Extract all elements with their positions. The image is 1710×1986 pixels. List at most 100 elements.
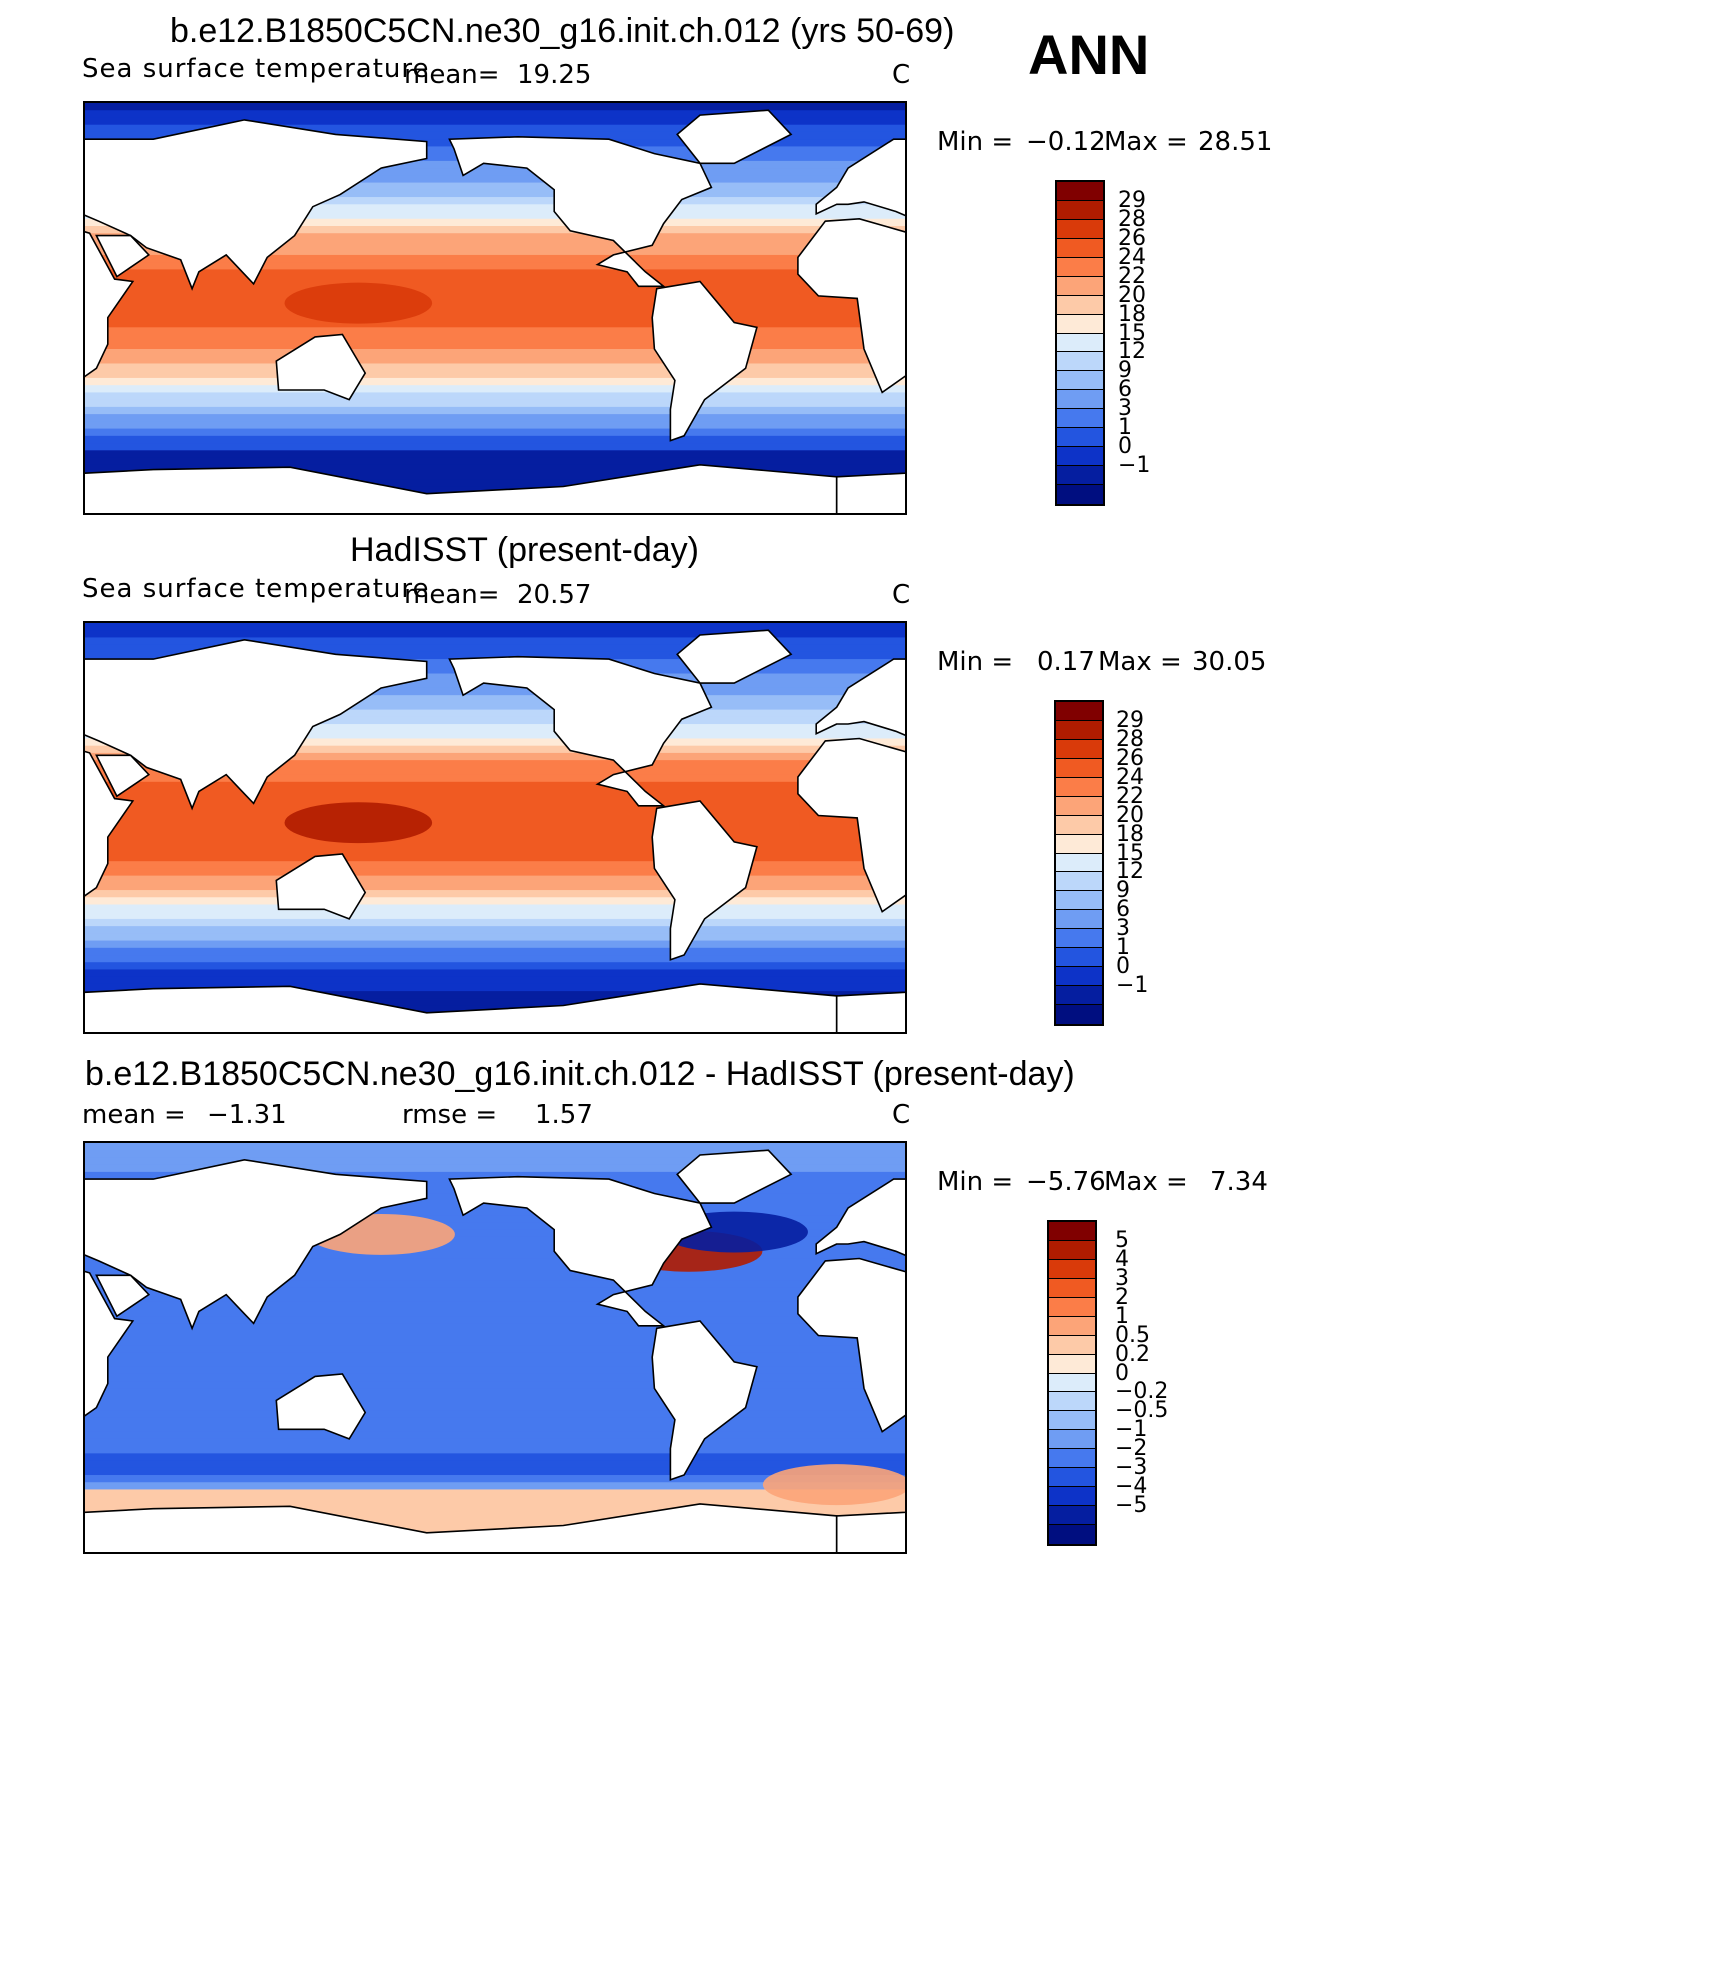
sst-band: [85, 1207, 905, 1216]
sst-band: [85, 1280, 905, 1288]
panel-3-rmse-value: 1.57: [535, 1100, 593, 1130]
sst-band: [85, 1431, 905, 1440]
panel-2-variable: Sea surface temperature: [82, 574, 430, 604]
continent: [676, 1149, 793, 1204]
colorbar-segment: [1049, 1316, 1095, 1336]
continent: [85, 750, 135, 897]
sst-band: [85, 182, 905, 191]
sst-band: [85, 464, 905, 473]
colorbar-segment: [1056, 1005, 1102, 1024]
sst-band: [85, 998, 905, 1007]
colorbar-tick-label: 18: [1118, 301, 1146, 327]
sst-band: [85, 392, 905, 401]
sst-band: [85, 385, 905, 393]
sst-band: [85, 233, 905, 241]
continent: [448, 655, 713, 807]
colorbar-tick-label: 24: [1116, 764, 1144, 790]
continent: [815, 658, 905, 736]
sst-band: [85, 312, 905, 321]
colorbar-segment: [1057, 182, 1103, 201]
sst-band: [85, 240, 905, 249]
colorbar-tick-label: −4: [1115, 1474, 1148, 1500]
sst-band: [85, 1381, 905, 1389]
sst-band: [85, 947, 905, 956]
sst-band: [85, 716, 905, 725]
colorbar-tick-label: 28: [1116, 726, 1144, 752]
sst-band: [85, 1482, 905, 1490]
sst-band: [85, 810, 905, 819]
colorbar-tick-label: 6: [1118, 377, 1132, 403]
panel-1-max-value: 28.51: [1198, 127, 1273, 157]
colorbar-segment: [1049, 1468, 1095, 1488]
colorbar-segment: [1056, 834, 1102, 854]
sst-band: [85, 226, 905, 234]
colorbar-segment: [1057, 409, 1103, 429]
colorbar-tick-label: 20: [1118, 282, 1146, 308]
sst-band: [85, 1309, 905, 1317]
sst-band: [85, 1345, 905, 1353]
sst-band: [85, 1417, 905, 1425]
colorbar-segment: [1056, 758, 1102, 778]
sst-band: [85, 1467, 905, 1476]
sst-map-svg: [85, 1143, 905, 1552]
colorbar-segment: [1049, 1411, 1095, 1431]
sst-feature: [284, 282, 433, 324]
colorbar-segment: [1056, 967, 1102, 987]
continent: [835, 472, 905, 513]
sst-band: [85, 955, 905, 963]
colorbar-segment: [1057, 371, 1103, 391]
panel-3-mean-label: mean =: [82, 1100, 186, 1130]
colorbar-segment: [1056, 796, 1102, 816]
sst-band: [85, 702, 905, 711]
sst-band: [85, 1373, 905, 1382]
panel-1-min-value: −0.12: [1026, 127, 1106, 157]
colorbar-segment: [1049, 1297, 1095, 1317]
continent: [797, 1257, 905, 1433]
sst-band: [85, 1410, 905, 1418]
continent: [651, 280, 758, 442]
colorbar-segment: [1049, 1525, 1095, 1544]
continent: [651, 800, 758, 961]
continent: [797, 737, 905, 913]
sst-band: [85, 983, 905, 992]
sst-band: [85, 651, 905, 660]
sst-band: [85, 421, 905, 430]
sst-band: [85, 479, 905, 487]
sst-band: [85, 962, 905, 970]
sst-band: [85, 839, 905, 848]
sst-band: [85, 846, 905, 855]
sst-band: [85, 1244, 905, 1252]
colorbar-segment: [1049, 1506, 1095, 1525]
panel-1-title: b.e12.B1850C5CN.ne30_g16.init.ch.012 (yr…: [170, 12, 955, 50]
sst-band: [85, 709, 905, 718]
sst-band: [85, 817, 905, 826]
sst-band: [85, 1489, 905, 1498]
sst-band: [85, 1446, 905, 1454]
colorbar-segment: [1049, 1278, 1095, 1298]
sst-band: [85, 1301, 905, 1310]
continent: [275, 853, 367, 920]
panel-2-mean-label: mean=: [404, 580, 500, 610]
sst-band: [85, 1258, 905, 1267]
colorbar-segment: [1056, 853, 1102, 873]
continent: [835, 1511, 905, 1552]
colorbar-segment: [1049, 1354, 1095, 1374]
sst-band: [85, 1424, 905, 1433]
sst-band: [85, 853, 905, 862]
sst-band: [85, 247, 905, 256]
colorbar-segment: [1057, 447, 1103, 467]
sst-band: [85, 334, 905, 343]
sst-band: [85, 781, 905, 790]
colorbar-segment: [1049, 1335, 1095, 1355]
sst-band: [85, 991, 905, 999]
colorbar-segment: [1057, 238, 1103, 258]
sst-band: [85, 262, 905, 270]
sst-band: [85, 1453, 905, 1462]
sst-band: [85, 1475, 905, 1483]
colorbar-tick-label: 26: [1118, 225, 1146, 251]
sst-band: [85, 918, 905, 927]
sst-band: [85, 1236, 905, 1245]
panel-3-colorbar: [1047, 1220, 1097, 1546]
panel-3-map: [83, 1141, 907, 1554]
sst-band: [85, 110, 905, 118]
